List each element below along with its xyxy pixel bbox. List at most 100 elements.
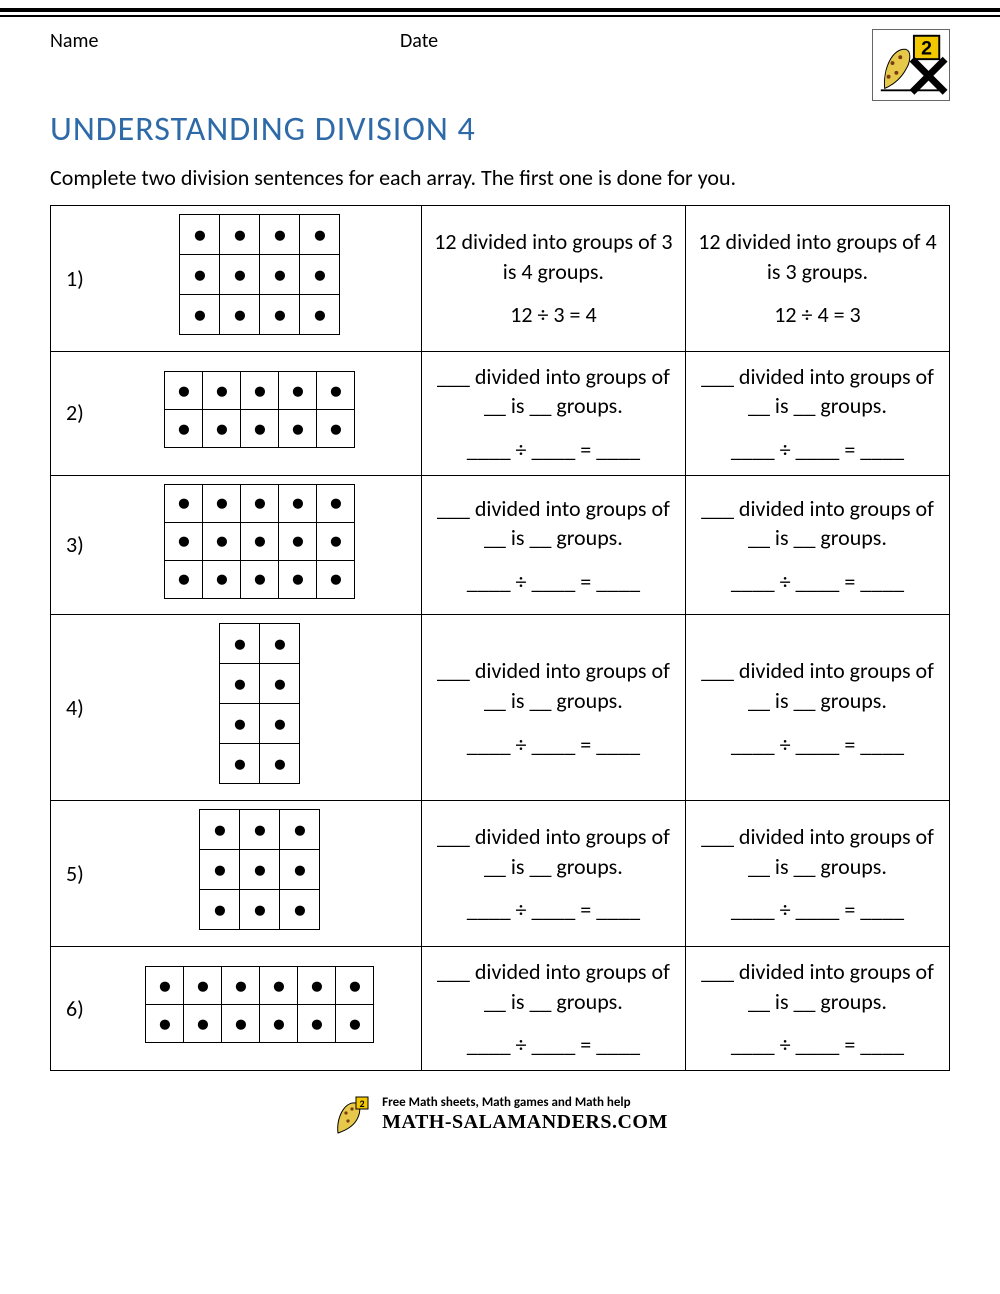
name-label: Name [50, 29, 380, 53]
sentence-text: ___ divided into groups of __ is __ grou… [696, 494, 939, 553]
dot-cell: ● [260, 255, 300, 295]
dot-cell: ● [240, 810, 280, 850]
instruction-text: Complete two division sentences for each… [50, 164, 950, 191]
sentence-text: ___ divided into groups of __ is __ grou… [696, 822, 939, 881]
dot-cell: ● [279, 371, 317, 409]
sentence-text: ___ divided into groups of __ is __ grou… [696, 656, 939, 715]
dot-cell: ● [220, 255, 260, 295]
footer-tagline: Free Math sheets, Math games and Math he… [382, 1096, 668, 1111]
sentence-left: ___ divided into groups of __ is __ grou… [421, 475, 685, 615]
dot-cell: ● [184, 967, 222, 1005]
dot-cell: ● [220, 295, 260, 335]
equation-text: ____ ÷ ____ = ____ [432, 730, 675, 760]
equation-text: ____ ÷ ____ = ____ [432, 1030, 675, 1060]
dot-cell: ● [317, 484, 355, 522]
sentence-left: ___ divided into groups of __ is __ grou… [421, 615, 685, 801]
equation-text: ____ ÷ ____ = ____ [696, 730, 939, 760]
sentence-text: 12 divided into groups of 3 is 4 groups. [432, 227, 675, 286]
footer-logo-icon: 2 [332, 1093, 372, 1137]
sentence-text: ___ divided into groups of __ is __ grou… [432, 494, 675, 553]
dot-array-cell: ●●●●●●●●●● [99, 351, 422, 475]
dot-array-cell: ●●●●●●●●●●●● [99, 206, 422, 352]
dot-cell: ● [317, 371, 355, 409]
dot-cell: ● [146, 1005, 184, 1043]
sentence-right: ___ divided into groups of __ is __ grou… [685, 801, 949, 947]
dot-array-cell: ●●●●●●●●●●●●●●● [99, 475, 422, 615]
dot-cell: ● [279, 409, 317, 447]
sentence-left: ___ divided into groups of __ is __ grou… [421, 351, 685, 475]
problem-row: 3)●●●●●●●●●●●●●●●___ divided into groups… [51, 475, 950, 615]
dot-array: ●●●●●●●●●●●● [145, 966, 374, 1043]
dot-cell: ● [317, 560, 355, 598]
dot-cell: ● [317, 409, 355, 447]
sentence-text: ___ divided into groups of __ is __ grou… [696, 957, 939, 1016]
dot-array-cell: ●●●●●●●●●●●● [99, 946, 422, 1070]
date-label: Date [400, 29, 438, 53]
dot-cell: ● [241, 560, 279, 598]
dot-cell: ● [336, 967, 374, 1005]
dot-cell: ● [241, 371, 279, 409]
problem-number: 3) [51, 475, 99, 615]
dot-cell: ● [165, 371, 203, 409]
dot-array-cell: ●●●●●●●●● [99, 801, 422, 947]
dot-cell: ● [203, 522, 241, 560]
dot-cell: ● [220, 704, 260, 744]
sentence-text: 12 divided into groups of 4 is 3 groups. [696, 227, 939, 286]
dot-array: ●●●●●●●● [219, 623, 300, 784]
dot-cell: ● [279, 484, 317, 522]
dot-cell: ● [298, 967, 336, 1005]
svg-text:2: 2 [360, 1097, 365, 1110]
dot-cell: ● [280, 850, 320, 890]
equation-text: ____ ÷ ____ = ____ [696, 435, 939, 465]
equation-text: ____ ÷ ____ = ____ [432, 567, 675, 597]
dot-cell: ● [336, 1005, 374, 1043]
dot-cell: ● [200, 850, 240, 890]
sentence-text: ___ divided into groups of __ is __ grou… [432, 957, 675, 1016]
sentence-left: ___ divided into groups of __ is __ grou… [421, 801, 685, 947]
sentence-text: ___ divided into groups of __ is __ grou… [432, 822, 675, 881]
sentence-right: 12 divided into groups of 4 is 3 groups.… [685, 206, 949, 352]
dot-cell: ● [165, 409, 203, 447]
dot-cell: ● [240, 890, 280, 930]
dot-cell: ● [203, 484, 241, 522]
problem-row: 6)●●●●●●●●●●●●___ divided into groups of… [51, 946, 950, 1070]
sentence-left: ___ divided into groups of __ is __ grou… [421, 946, 685, 1070]
dot-cell: ● [241, 484, 279, 522]
worksheet-header: Name Date 2 [50, 29, 950, 101]
dot-cell: ● [279, 560, 317, 598]
worksheet-title: UNDERSTANDING DIVISION 4 [50, 109, 950, 150]
equation-text: ____ ÷ ____ = ____ [696, 567, 939, 597]
dot-cell: ● [203, 560, 241, 598]
sentence-right: ___ divided into groups of __ is __ grou… [685, 946, 949, 1070]
page-footer: 2 Free Math sheets, Math games and Math … [50, 1093, 950, 1137]
dot-cell: ● [260, 295, 300, 335]
dot-cell: ● [260, 1005, 298, 1043]
sentence-text: ___ divided into groups of __ is __ grou… [432, 656, 675, 715]
dot-cell: ● [260, 704, 300, 744]
problem-number: 2) [51, 351, 99, 475]
dot-cell: ● [241, 409, 279, 447]
dot-cell: ● [280, 810, 320, 850]
dot-cell: ● [165, 522, 203, 560]
equation-text: 12 ÷ 4 = 3 [696, 300, 939, 330]
dot-cell: ● [220, 215, 260, 255]
svg-text:2: 2 [921, 37, 932, 59]
sentence-text: ___ divided into groups of __ is __ grou… [696, 362, 939, 421]
dot-cell: ● [200, 890, 240, 930]
dot-cell: ● [146, 967, 184, 1005]
dot-cell: ● [240, 850, 280, 890]
problem-row: 4) ●●●●●●●● ___ divided into groups of __ … [51, 615, 950, 801]
dot-cell: ● [260, 624, 300, 664]
dot-cell: ● [180, 215, 220, 255]
dot-cell: ● [279, 522, 317, 560]
problem-row: 1)●●●●●●●●●●●●12 divided into groups of … [51, 206, 950, 352]
dot-cell: ● [222, 1005, 260, 1043]
dot-cell: ● [280, 890, 320, 930]
dot-cell: ● [203, 371, 241, 409]
dot-cell: ● [300, 255, 340, 295]
problem-number: 4) [51, 615, 99, 801]
dot-cell: ● [260, 215, 300, 255]
dot-cell: ● [222, 967, 260, 1005]
equation-text: ____ ÷ ____ = ____ [696, 1030, 939, 1060]
problem-number: 5) [51, 801, 99, 947]
